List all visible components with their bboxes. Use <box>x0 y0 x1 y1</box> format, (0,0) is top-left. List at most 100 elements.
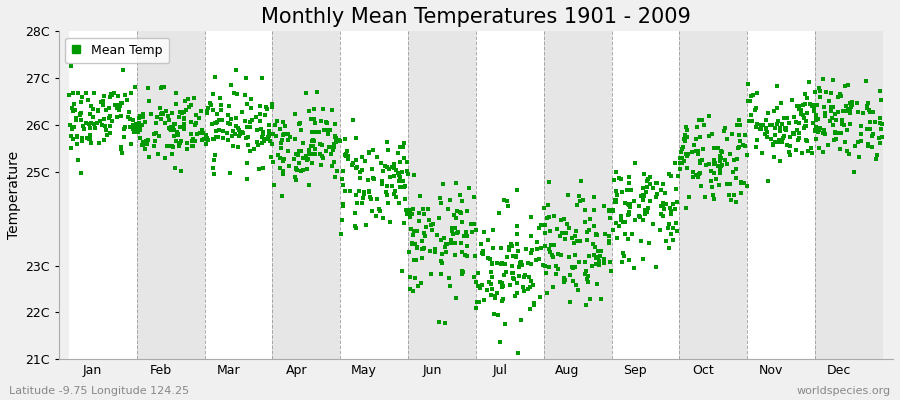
Point <box>808 136 823 142</box>
Point <box>410 244 424 251</box>
Point <box>266 159 281 166</box>
Point <box>807 128 822 134</box>
Point <box>95 122 110 128</box>
Point <box>860 105 875 112</box>
Point <box>711 144 725 151</box>
Point <box>702 133 716 140</box>
Point <box>578 219 592 225</box>
Point <box>518 246 533 252</box>
Point <box>536 262 550 268</box>
Point <box>202 137 216 143</box>
Point <box>588 243 602 250</box>
Point <box>510 290 525 296</box>
Point <box>374 208 388 215</box>
Point <box>362 187 376 194</box>
Point <box>840 127 854 134</box>
Point <box>202 100 217 106</box>
Point <box>407 228 421 234</box>
Point <box>805 150 819 156</box>
Point <box>707 145 722 151</box>
Point <box>723 180 737 187</box>
Point <box>126 126 140 132</box>
Point <box>308 146 322 152</box>
Point <box>302 146 317 153</box>
Point <box>824 108 839 114</box>
Point <box>320 126 334 133</box>
Point <box>117 125 131 132</box>
Point <box>244 105 258 112</box>
Point <box>612 174 626 181</box>
Point <box>444 240 458 246</box>
Point <box>184 130 198 137</box>
Point <box>662 171 677 177</box>
Point <box>779 142 794 148</box>
Point <box>392 158 407 165</box>
Point <box>781 149 796 155</box>
Point <box>579 302 593 308</box>
Point <box>621 201 635 207</box>
Point <box>98 107 112 113</box>
Point <box>436 180 450 187</box>
Point <box>856 110 870 117</box>
Point <box>107 90 122 96</box>
Point <box>792 120 806 126</box>
Point <box>273 164 287 171</box>
Point <box>277 131 292 137</box>
Point <box>314 162 328 168</box>
Point <box>123 90 138 96</box>
Point <box>562 225 576 231</box>
Point <box>509 222 524 229</box>
Point <box>366 175 381 182</box>
Point <box>569 228 583 235</box>
Point <box>615 258 629 265</box>
Point <box>244 96 258 102</box>
Point <box>96 98 111 104</box>
Point <box>792 130 806 136</box>
Point <box>216 128 230 134</box>
Point <box>186 136 201 142</box>
Point <box>677 158 691 164</box>
Point <box>227 90 241 96</box>
Point <box>714 148 728 154</box>
Point <box>744 112 759 118</box>
Point <box>455 249 470 256</box>
Point <box>845 102 859 108</box>
Point <box>658 189 672 196</box>
Point <box>307 116 321 122</box>
Point <box>403 273 418 280</box>
Point <box>572 259 586 266</box>
Point <box>847 168 861 175</box>
Point <box>238 135 253 141</box>
Point <box>99 127 113 133</box>
Point <box>159 143 174 149</box>
Point <box>131 120 146 126</box>
Point <box>734 190 749 196</box>
Point <box>320 119 334 126</box>
Point <box>92 140 106 146</box>
Point <box>569 282 583 288</box>
Point <box>490 289 504 296</box>
Point <box>818 113 832 120</box>
Point <box>154 116 168 123</box>
Point <box>832 146 847 152</box>
Point <box>392 172 406 178</box>
Point <box>362 150 376 156</box>
Point <box>865 144 879 150</box>
Point <box>180 140 194 146</box>
Point <box>767 154 781 161</box>
Point <box>841 106 855 112</box>
Point <box>828 129 842 135</box>
Point <box>494 298 508 304</box>
Point <box>274 137 289 143</box>
Point <box>213 107 228 113</box>
Point <box>544 252 559 258</box>
Point <box>188 138 202 145</box>
Point <box>315 153 329 159</box>
Point <box>842 82 856 88</box>
Point <box>336 200 350 207</box>
Point <box>76 94 90 100</box>
Point <box>230 91 244 97</box>
Point <box>786 130 800 136</box>
Point <box>316 154 330 161</box>
Point <box>691 174 706 180</box>
